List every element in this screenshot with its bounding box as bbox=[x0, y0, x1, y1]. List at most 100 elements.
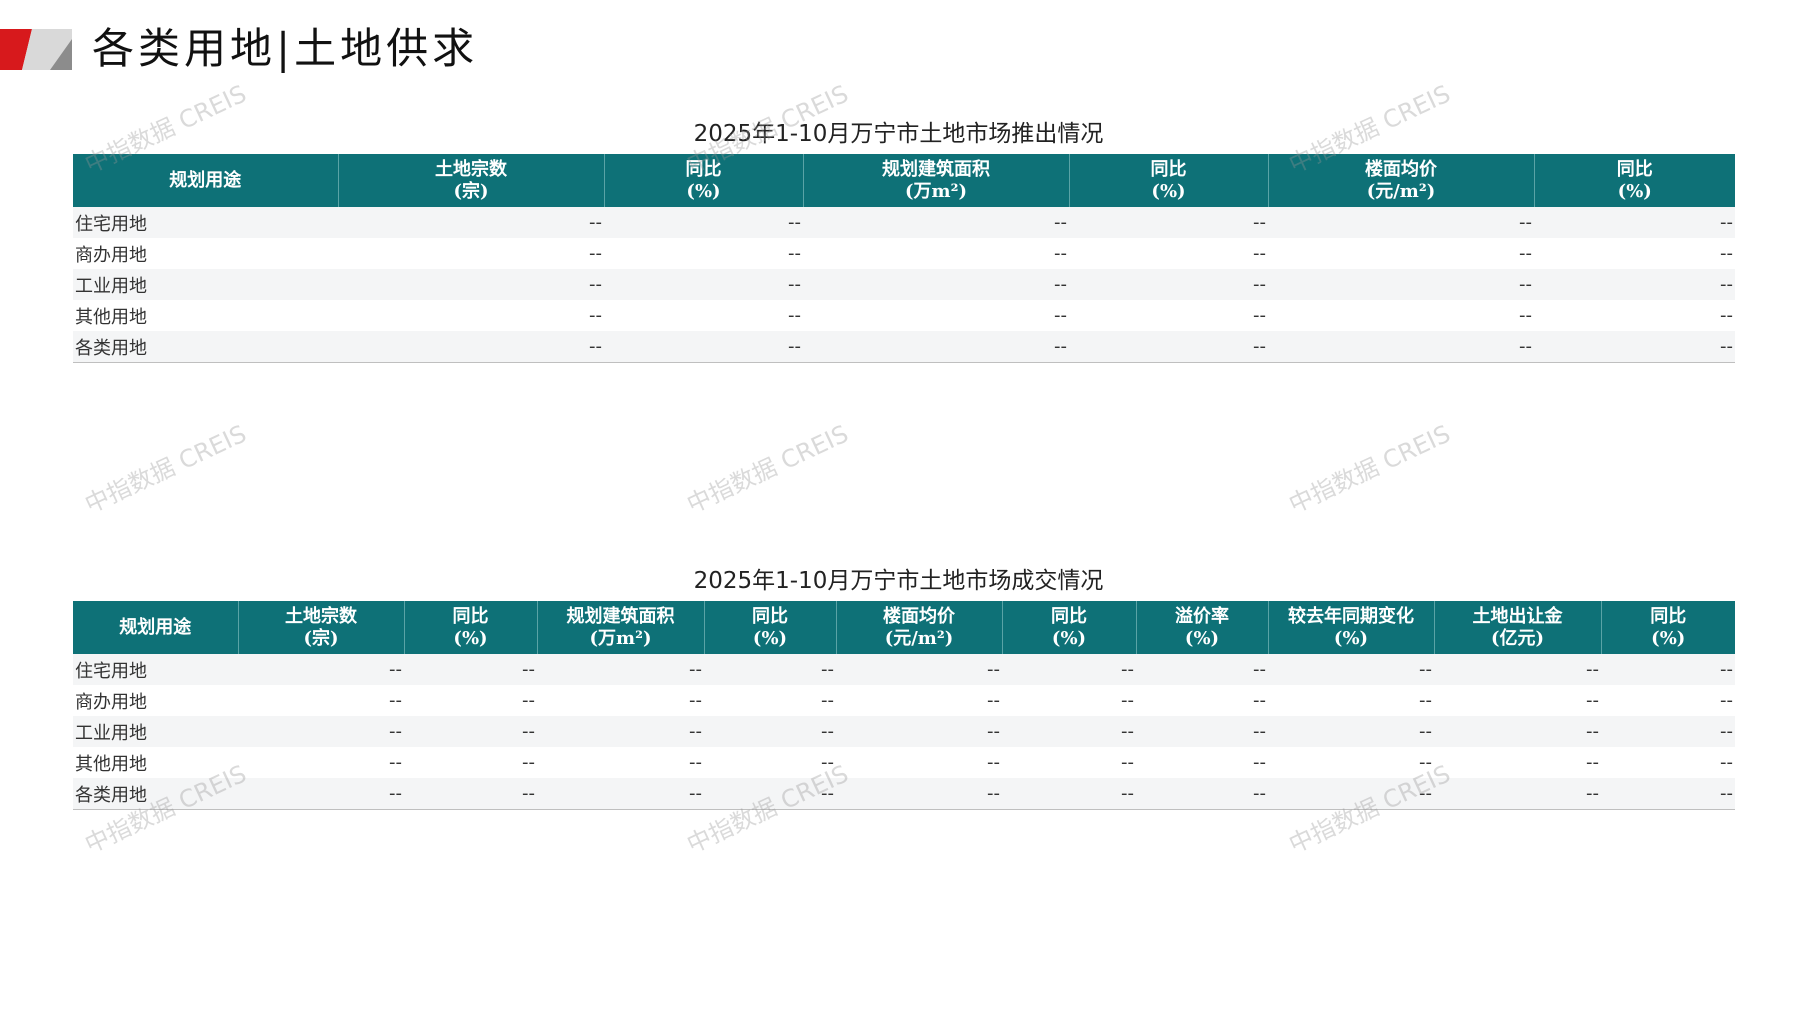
column-header-label: 同比 bbox=[685, 158, 722, 180]
table-cell: -- bbox=[1720, 305, 1733, 326]
column-header-unit: (%) bbox=[1617, 180, 1652, 202]
table-cell: -- bbox=[338, 207, 604, 238]
table-cell: -- bbox=[1253, 305, 1266, 326]
table-cell: -- bbox=[1268, 778, 1434, 810]
column-header: 楼面均价 (元/m²) bbox=[1267, 154, 1534, 207]
table-cell: -- bbox=[1601, 778, 1735, 810]
column-header: 楼面均价 (元/m²) bbox=[835, 601, 1002, 654]
watermark: 中指数据 CREIS bbox=[682, 419, 853, 519]
table-cell: -- bbox=[1002, 716, 1136, 747]
column-header: 同比 (%) bbox=[1533, 154, 1735, 207]
table-cell: -- bbox=[404, 654, 537, 685]
column-header-label: 土地宗数 bbox=[285, 605, 357, 627]
table-cell: -- bbox=[537, 716, 704, 747]
column-header: 规划用途 bbox=[73, 154, 338, 207]
brand-logo bbox=[0, 29, 72, 70]
table-cell: -- bbox=[404, 778, 537, 810]
table-cell: -- bbox=[1534, 207, 1735, 238]
table-cell: -- bbox=[238, 778, 404, 810]
column-header-label: 楼面均价 bbox=[1365, 158, 1437, 180]
table-cell: -- bbox=[803, 331, 1069, 363]
table-cell: -- bbox=[537, 778, 704, 810]
column-header: 规划建筑面积 (万m²) bbox=[536, 601, 704, 654]
table-cell: -- bbox=[704, 654, 836, 685]
column-header-label: 同比 bbox=[1616, 158, 1653, 180]
row-label: 住宅用地 bbox=[73, 654, 238, 685]
column-header-unit: (%) bbox=[752, 627, 788, 649]
column-header: 同比 (%) bbox=[1001, 601, 1136, 654]
table-cell: -- bbox=[1519, 243, 1532, 264]
deal-table-title: 2025年1-10月万宁市土地市场成交情况 bbox=[693, 568, 1104, 594]
table-cell: -- bbox=[689, 690, 702, 711]
column-header-label: 规划用途 bbox=[119, 616, 192, 638]
table-cell: -- bbox=[704, 716, 836, 747]
column-header-unit: (%) bbox=[1651, 627, 1686, 649]
table-cell: -- bbox=[1268, 207, 1534, 238]
table-cell: -- bbox=[1054, 305, 1067, 326]
table-cell: -- bbox=[1601, 654, 1735, 685]
table-cell: -- bbox=[1434, 778, 1601, 810]
column-header-label: 同比 bbox=[752, 605, 788, 627]
table-row: 商办用地 -- -- -- -- -- -- -- -- -- -- bbox=[73, 685, 1735, 716]
table-cell: -- bbox=[338, 269, 604, 300]
column-header: 同比 (%) bbox=[603, 154, 803, 207]
table-cell: -- bbox=[1586, 752, 1599, 773]
table-cell: -- bbox=[1002, 654, 1136, 685]
row-label: 工业用地 bbox=[73, 716, 238, 747]
table-cell: -- bbox=[1519, 305, 1532, 326]
table-cell: -- bbox=[1253, 243, 1266, 264]
table-cell: -- bbox=[1268, 331, 1534, 363]
column-header: 同比 (%) bbox=[1600, 601, 1735, 654]
table-cell: -- bbox=[1121, 752, 1134, 773]
table-cell: -- bbox=[788, 305, 801, 326]
column-header-label: 同比 bbox=[1650, 605, 1687, 627]
table-cell: -- bbox=[604, 207, 803, 238]
column-header-unit: (%) bbox=[1333, 627, 1369, 649]
column-header-unit: (万m²) bbox=[905, 180, 967, 202]
table-cell: -- bbox=[537, 654, 704, 685]
column-header: 规划用途 bbox=[73, 601, 238, 654]
row-label: 其他用地 bbox=[75, 306, 147, 328]
table-cell: -- bbox=[1534, 331, 1735, 363]
table-cell: -- bbox=[1534, 269, 1735, 300]
table-cell: -- bbox=[1601, 716, 1735, 747]
column-header: 溢价率 (%) bbox=[1135, 601, 1268, 654]
table-cell: -- bbox=[1419, 690, 1432, 711]
table-cell: -- bbox=[589, 243, 602, 264]
column-header-label: 规划建筑面积 bbox=[566, 605, 675, 627]
table-cell: -- bbox=[1434, 654, 1601, 685]
column-header-label: 土地出让金 bbox=[1472, 605, 1563, 627]
table-cell: -- bbox=[1720, 243, 1733, 264]
table-cell: -- bbox=[803, 207, 1069, 238]
table-cell: -- bbox=[987, 752, 1000, 773]
table-cell: -- bbox=[1268, 654, 1434, 685]
column-header-label: 溢价率 bbox=[1175, 605, 1229, 627]
table-cell: -- bbox=[821, 690, 834, 711]
table-cell: -- bbox=[1268, 716, 1434, 747]
table-cell: -- bbox=[1720, 752, 1733, 773]
column-header: 同比 (%) bbox=[1068, 154, 1268, 207]
column-header-unit: (宗) bbox=[453, 180, 489, 202]
column-header-unit: (%) bbox=[1184, 627, 1220, 649]
table-cell: -- bbox=[238, 654, 404, 685]
table-cell: -- bbox=[1434, 716, 1601, 747]
table-row: 其他用地 -- -- -- -- -- -- -- -- -- -- bbox=[73, 747, 1735, 778]
table-cell: -- bbox=[987, 690, 1000, 711]
table-cell: -- bbox=[1069, 331, 1268, 363]
table-cell: -- bbox=[238, 716, 404, 747]
table-cell: -- bbox=[604, 269, 803, 300]
row-label: 各类用地 bbox=[73, 778, 238, 810]
column-header-unit: (元/m²) bbox=[884, 627, 954, 649]
supply-table-title: 2025年1-10月万宁市土地市场推出情况 bbox=[693, 121, 1104, 147]
column-header-unit: (%) bbox=[1151, 180, 1186, 202]
table-cell: -- bbox=[389, 752, 402, 773]
row-label: 商办用地 bbox=[75, 691, 147, 713]
column-header: 较去年同期变化 (%) bbox=[1267, 601, 1434, 654]
column-header: 土地出让金 (亿元) bbox=[1433, 601, 1601, 654]
table-cell: -- bbox=[704, 778, 836, 810]
table-cell: -- bbox=[836, 654, 1002, 685]
row-label: 各类用地 bbox=[73, 331, 338, 363]
column-header-label: 楼面均价 bbox=[883, 605, 955, 627]
table-cell: -- bbox=[1121, 690, 1134, 711]
table-row: 住宅用地 -- -- -- -- -- -- bbox=[73, 207, 1735, 238]
